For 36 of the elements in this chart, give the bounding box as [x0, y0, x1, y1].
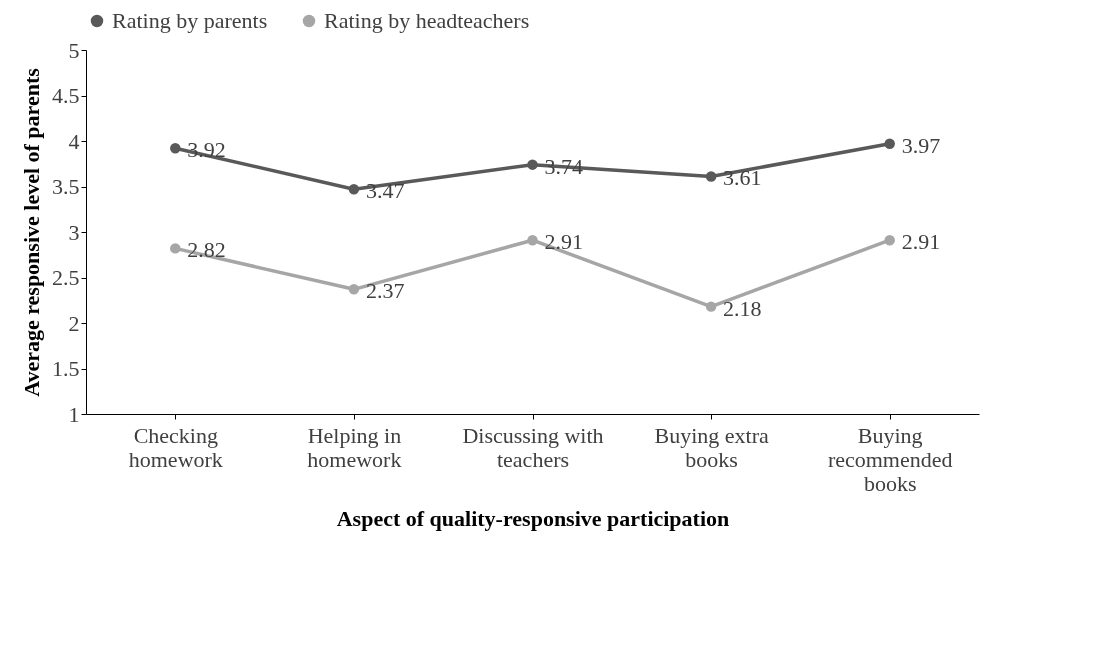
y-tick-label: 5 — [68, 37, 80, 63]
point — [170, 243, 181, 254]
x-axis-title: Aspect of quality-responsive participation — [336, 505, 730, 531]
data-label: 3.61 — [723, 165, 762, 191]
point — [527, 234, 538, 246]
data-label: 2.91 — [901, 229, 941, 255]
y-tick-label: 4 — [68, 128, 80, 154]
data-label: 2.91 — [544, 229, 583, 255]
point — [705, 171, 717, 182]
x-tick-label: Discussing with teachers — [462, 422, 604, 472]
x-tick-label: Helping in homework — [307, 422, 402, 472]
y-tick-label: 1 — [68, 401, 80, 427]
point — [527, 159, 538, 170]
point — [705, 301, 717, 312]
point — [170, 143, 181, 154]
x-tick-label: Checking homework — [128, 422, 223, 472]
point — [884, 138, 895, 149]
y-tick-label: 2 — [68, 310, 80, 336]
data-label: 3.97 — [901, 132, 941, 158]
data-label: 2.37 — [365, 278, 405, 304]
legend-label: Rating by parents — [112, 8, 268, 33]
data-label: 3.47 — [365, 178, 405, 204]
y-tick-label: 4.5 — [52, 83, 80, 108]
data-label: 2.82 — [187, 237, 226, 263]
point — [884, 234, 895, 246]
legend-label: Rating by headteachers — [324, 8, 530, 33]
y-axis-title: Average responsive level of parents — [19, 67, 44, 397]
point — [348, 284, 360, 295]
y-tick-label: 1.5 — [52, 356, 80, 381]
y-tick-label: 3.5 — [52, 174, 80, 199]
x-tick-label: Buying recommended books — [827, 422, 953, 496]
y-tick-label: 2.5 — [52, 265, 80, 290]
point — [348, 184, 360, 195]
data-label: 2.18 — [723, 295, 762, 321]
y-tick-label: 3 — [68, 219, 80, 245]
x-tick-label: Buying extra books — [654, 422, 769, 472]
